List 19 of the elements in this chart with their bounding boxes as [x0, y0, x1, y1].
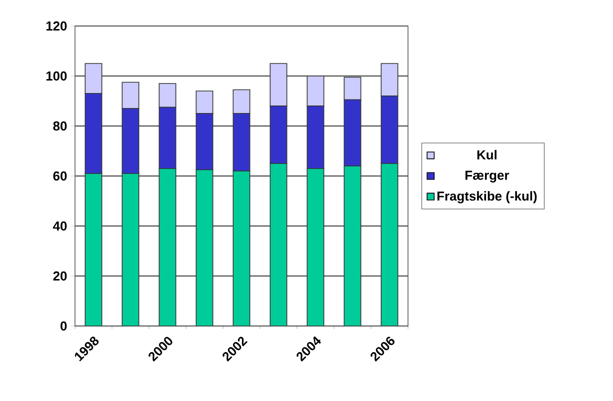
y-tick-label: 20 [53, 271, 67, 281]
y-tick-label: 0 [60, 321, 67, 331]
text: Færger [465, 170, 510, 182]
bar [232, 170, 250, 326]
y-tick-label: 100 [46, 71, 67, 81]
bar [196, 169, 214, 326]
bar [122, 173, 140, 326]
bar [158, 168, 176, 326]
bar [84, 173, 102, 326]
legend-label: Fragtskibe (-kul) [437, 191, 537, 204]
y-tick-label: 120 [46, 21, 67, 31]
y-tick-label: 40 [53, 221, 67, 231]
y-tick-label: 60 [53, 171, 67, 181]
bar [270, 163, 288, 326]
y-tick-label: 80 [53, 121, 67, 131]
bar [380, 163, 398, 326]
bar [306, 168, 324, 326]
text: Kul [477, 150, 496, 160]
bar [344, 166, 362, 326]
